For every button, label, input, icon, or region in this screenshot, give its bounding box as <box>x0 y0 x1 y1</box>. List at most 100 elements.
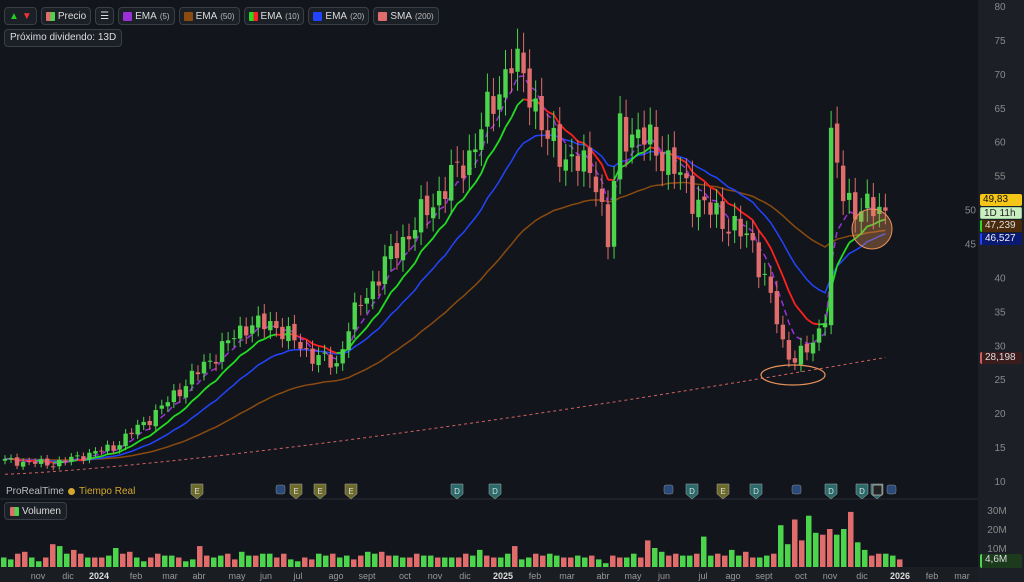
volume-bar <box>834 534 840 567</box>
news-stack-icon <box>663 484 674 495</box>
volume-swatch-icon <box>10 506 19 516</box>
event-marker-label: D <box>454 487 460 496</box>
ema10-segment <box>402 269 410 278</box>
volume-bar <box>386 555 392 567</box>
volume-bar <box>617 557 623 567</box>
volume-bar <box>155 553 161 567</box>
event-marker-e[interactable]: E <box>190 483 204 500</box>
buy-sell-buttons[interactable]: ▲ ▼ <box>4 7 37 25</box>
candle-body <box>629 134 635 148</box>
volume-bar <box>512 546 518 567</box>
volume-bar <box>337 557 343 567</box>
volume-bar <box>659 551 665 567</box>
x-tick-label: feb <box>130 571 143 581</box>
candle-body <box>479 129 484 150</box>
sma200-line <box>4 357 886 475</box>
candle-body <box>213 361 219 364</box>
volume-bar <box>197 546 203 567</box>
arrow-down-icon[interactable]: ▼ <box>21 10 32 22</box>
y-tick-label: 40 <box>994 273 1006 284</box>
volume-bar <box>281 553 287 567</box>
volume-toggle[interactable]: Volumen <box>4 502 67 520</box>
volume-bar <box>505 553 511 567</box>
ema10-swatch-icon <box>248 11 258 21</box>
candle-body <box>358 304 363 306</box>
candle-body <box>648 124 653 145</box>
candle-body <box>587 147 593 173</box>
x-tick-label: may <box>624 571 642 581</box>
candle-body <box>250 325 255 334</box>
candle-body <box>51 466 56 468</box>
volume-bar <box>498 557 504 567</box>
ema10-segment <box>504 116 513 128</box>
candle-body <box>231 338 237 340</box>
event-marker-d[interactable]: D <box>488 483 502 500</box>
event-marker-e[interactable]: E <box>289 483 303 500</box>
ema50-label: EMA <box>195 10 218 22</box>
event-marker-d[interactable]: D <box>685 483 699 500</box>
event-marker-e[interactable]: E <box>716 483 730 500</box>
volume-bar <box>274 557 280 567</box>
ema20-toggle[interactable]: EMA (20) <box>308 7 370 25</box>
event-marker-shape <box>749 483 763 500</box>
event-marker-e[interactable]: E <box>313 483 327 500</box>
candle-body <box>32 461 38 464</box>
sma200-toggle[interactable]: SMA (200) <box>373 7 439 25</box>
volume-bar <box>57 546 63 567</box>
candle-body <box>93 451 98 454</box>
candle-body <box>322 352 327 354</box>
event-marker-shape <box>685 483 699 500</box>
volume-bar <box>295 561 301 567</box>
volume-bar <box>351 559 357 567</box>
ema5-swatch-icon <box>123 11 133 21</box>
ema10-period: (10) <box>285 11 300 21</box>
candle-body <box>304 348 309 350</box>
volume-tick-label: 30M <box>987 506 1006 517</box>
volume-bar <box>372 553 378 567</box>
event-marker-d[interactable]: D <box>450 483 464 500</box>
event-marker-label: D <box>828 487 834 496</box>
volume-bar <box>610 555 616 567</box>
volume-label: Volumen <box>22 505 61 517</box>
price-toggle[interactable]: Precio <box>40 7 92 25</box>
event-marker-label: E <box>317 487 322 496</box>
x-tick-label: jun <box>259 571 272 581</box>
candle-body <box>201 361 207 374</box>
ema50-toggle[interactable]: EMA (50) <box>178 7 240 25</box>
ema10-segment <box>197 389 205 397</box>
event-marker-shape <box>488 483 502 500</box>
dividend-badge[interactable]: Próximo dividendo: 13D <box>4 29 123 47</box>
x-tick-label: sept <box>358 571 376 581</box>
volume-bar <box>813 532 819 567</box>
y-tick-label: 10 <box>994 477 1006 488</box>
event-marker-d[interactable]: D <box>855 483 869 500</box>
ema10-toggle[interactable]: EMA (10) <box>243 7 305 25</box>
event-marker-d[interactable]: D <box>749 483 763 500</box>
candle-body <box>738 218 743 237</box>
list-button[interactable]: ☰ <box>95 7 115 25</box>
candle-body <box>57 460 62 467</box>
y-tick-label: 55 <box>994 172 1006 183</box>
ema10-segment <box>758 229 766 239</box>
ema10-segment <box>462 189 471 200</box>
candle-body <box>672 147 677 174</box>
ema5-toggle[interactable]: EMA (5) <box>118 7 175 25</box>
volume-bar <box>806 515 812 567</box>
volume-bar <box>694 553 700 567</box>
event-marker-shape <box>344 483 358 500</box>
event-marker-label: D <box>753 487 759 496</box>
candle-body <box>635 129 641 139</box>
arrow-up-icon[interactable]: ▲ <box>9 10 19 22</box>
candle-body <box>147 421 152 426</box>
candle-body <box>316 355 321 366</box>
event-marker-d[interactable]: D <box>824 483 838 500</box>
x-tick-label: nov <box>428 571 443 581</box>
ema10-label: EMA <box>260 10 283 22</box>
ema10-segment <box>432 228 440 239</box>
ema10-segment <box>239 351 247 357</box>
x-tick-label: may <box>228 571 246 581</box>
event-marker-e[interactable]: E <box>344 483 358 500</box>
candle-body <box>497 94 502 110</box>
ema10-segment <box>788 290 796 305</box>
